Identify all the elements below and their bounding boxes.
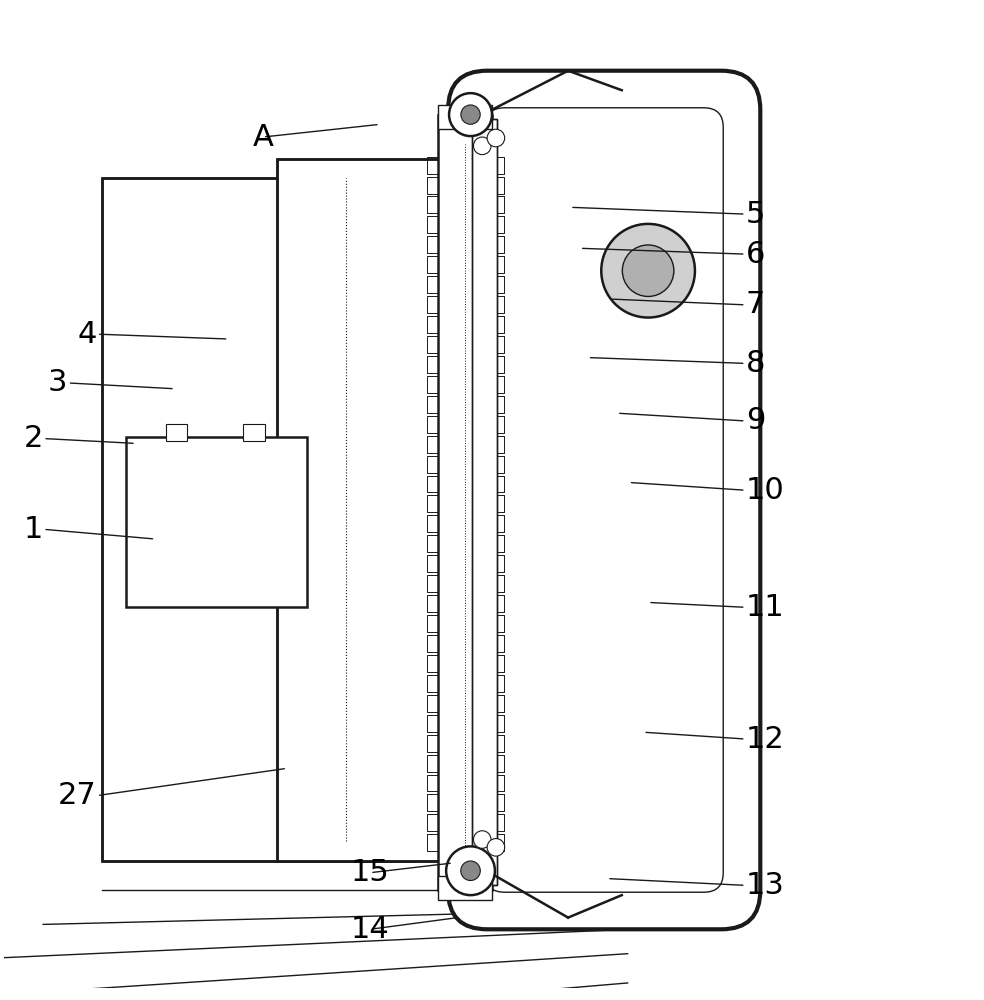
Circle shape xyxy=(601,224,695,318)
Text: 10: 10 xyxy=(746,476,784,505)
Text: A: A xyxy=(252,123,274,152)
Circle shape xyxy=(446,846,495,895)
Bar xyxy=(438,115,492,890)
Circle shape xyxy=(461,861,480,881)
Text: 2: 2 xyxy=(24,424,43,453)
Text: 14: 14 xyxy=(350,915,390,944)
Text: 5: 5 xyxy=(746,200,765,229)
Bar xyxy=(438,105,492,129)
Bar xyxy=(101,178,414,861)
Text: 15: 15 xyxy=(350,858,390,887)
Circle shape xyxy=(461,105,480,124)
Bar xyxy=(472,119,497,885)
Text: 13: 13 xyxy=(746,871,784,900)
Text: 3: 3 xyxy=(48,368,68,397)
Text: 12: 12 xyxy=(746,725,784,754)
FancyBboxPatch shape xyxy=(448,71,761,929)
Text: 8: 8 xyxy=(746,349,766,378)
Bar xyxy=(166,424,187,441)
Text: 6: 6 xyxy=(746,240,765,269)
Bar xyxy=(101,178,414,861)
Bar xyxy=(126,437,307,607)
Bar xyxy=(277,159,472,861)
Bar xyxy=(277,159,472,861)
Circle shape xyxy=(487,839,505,856)
Circle shape xyxy=(473,137,491,155)
Text: 11: 11 xyxy=(746,593,784,622)
Bar xyxy=(438,876,492,900)
Text: 4: 4 xyxy=(78,320,96,349)
Bar xyxy=(243,424,265,441)
Text: 1: 1 xyxy=(24,515,43,544)
Bar xyxy=(472,119,497,885)
Circle shape xyxy=(449,93,492,136)
Text: 7: 7 xyxy=(746,290,765,319)
Circle shape xyxy=(487,129,505,147)
Text: 27: 27 xyxy=(58,781,96,810)
Circle shape xyxy=(622,245,674,296)
Text: 9: 9 xyxy=(746,406,765,435)
Circle shape xyxy=(473,831,491,848)
